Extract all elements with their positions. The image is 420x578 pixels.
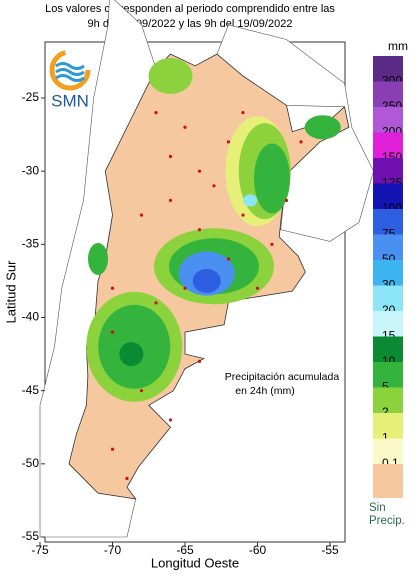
rain-area	[304, 115, 341, 140]
station	[241, 111, 245, 115]
legend-swatch	[373, 234, 403, 260]
station	[110, 447, 115, 451]
y-tick-label: -25	[22, 90, 40, 104]
annotation: en 24h (mm)	[235, 385, 295, 397]
legend-swatch	[373, 464, 403, 498]
station	[284, 198, 289, 203]
legend-swatch	[373, 438, 403, 464]
legend-swatch	[373, 362, 403, 388]
legend-label: 5	[382, 380, 389, 394]
station	[139, 389, 144, 393]
legend-swatch	[373, 387, 403, 413]
station	[154, 111, 158, 115]
legend-label: Precip.	[369, 515, 405, 527]
legend-swatch	[373, 336, 403, 362]
station	[139, 213, 144, 217]
station	[125, 476, 129, 481]
station	[299, 140, 303, 144]
legend: 3002502001501251007550302015105210.1SinP…	[369, 56, 405, 527]
station	[110, 330, 115, 334]
station	[197, 169, 202, 173]
legend-swatch	[373, 285, 403, 311]
y-tick-label: -55	[22, 529, 40, 543]
station	[183, 286, 187, 290]
rain-area	[88, 242, 108, 275]
x-tick-label: -70	[104, 543, 122, 557]
title-line: Los valores corresponden al periodo comp…	[45, 3, 335, 15]
legend-swatch	[373, 132, 403, 158]
legend-label: Sin	[369, 502, 386, 514]
logo: SMN	[49, 49, 91, 110]
legend-swatch	[373, 413, 403, 439]
station	[226, 140, 231, 144]
legend-swatch	[373, 183, 403, 209]
legend-swatch	[373, 209, 403, 235]
x-axis-label: Longitud Oeste	[151, 555, 239, 570]
y-tick-label: -35	[22, 237, 40, 251]
legend-unit: mm	[388, 39, 408, 53]
x-tick-label: -55	[321, 543, 339, 557]
station	[255, 286, 260, 290]
y-axis-label: Latitud Sur	[3, 260, 18, 324]
station	[168, 154, 173, 159]
y-tick-label: -50	[22, 456, 40, 470]
station	[197, 359, 202, 363]
legend-label: 1	[382, 431, 389, 445]
station	[241, 213, 245, 217]
legend-swatch	[373, 56, 403, 82]
rain-area	[148, 58, 193, 95]
rain-area	[119, 342, 144, 367]
legend-swatch	[373, 81, 403, 107]
rain-area	[192, 268, 221, 293]
station	[212, 184, 216, 188]
annotation: Precipitación acumulada	[225, 371, 340, 383]
legend-swatch	[373, 260, 403, 286]
y-tick-label: -45	[22, 383, 40, 397]
y-tick-label: -30	[22, 163, 40, 177]
legend-swatch	[373, 158, 403, 184]
x-tick-label: -60	[249, 543, 267, 557]
station	[270, 242, 274, 246]
legend-swatch	[373, 311, 403, 337]
station	[154, 301, 158, 305]
station	[183, 125, 187, 129]
x-tick-label: -65	[176, 543, 194, 557]
station	[168, 198, 173, 203]
map-area	[39, 0, 374, 538]
station	[168, 418, 173, 422]
station	[197, 228, 202, 232]
legend-label: 2	[382, 405, 389, 419]
legend-swatch	[373, 107, 403, 133]
y-tick-label: -40	[22, 310, 40, 324]
station	[110, 286, 115, 290]
rain-area	[254, 143, 290, 214]
station	[226, 257, 231, 261]
logo-text: SMN	[51, 91, 89, 110]
x-tick-label: -75	[31, 543, 49, 557]
rain-area	[243, 194, 258, 207]
